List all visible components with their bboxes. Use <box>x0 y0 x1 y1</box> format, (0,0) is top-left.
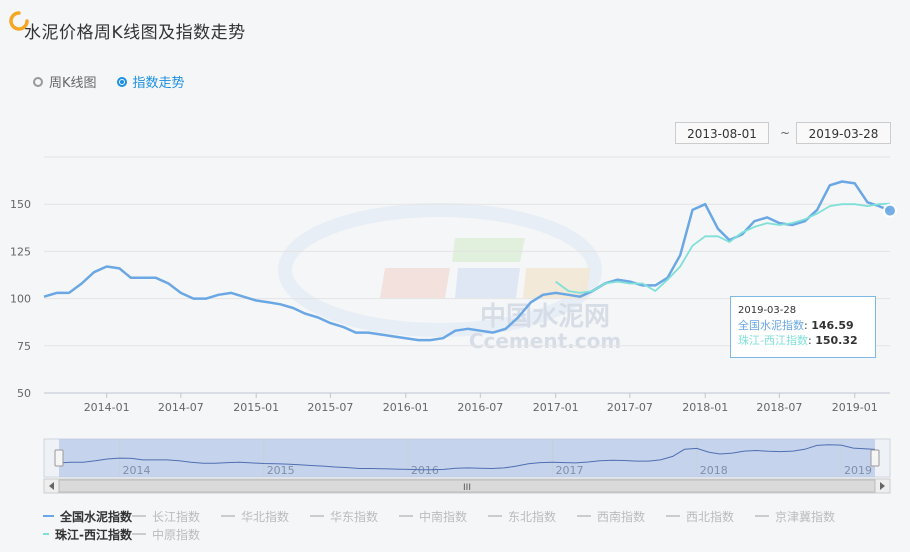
tab-index-trend[interactable]: 指数走势 <box>116 72 185 91</box>
watermark-line1: 中国水泥网 <box>480 302 610 332</box>
scroll-right-arrow-icon[interactable] <box>880 482 885 490</box>
legend-item[interactable]: 京津冀指数 <box>755 508 844 524</box>
navigator[interactable]: 2014 2015 2016 2017 2018 2019 III <box>43 438 891 494</box>
page-title: 水泥价格周K线图及指数走势 <box>24 23 246 43</box>
legend-item[interactable]: 西南指数 <box>577 508 666 524</box>
navigator-year-label: 2015 <box>267 464 295 477</box>
y-tick-label: 75 <box>17 340 31 353</box>
tooltip-series-value: 150.32 <box>815 334 858 347</box>
date-separator: ~ <box>780 126 791 140</box>
tab-label: 周K线图 <box>49 76 97 91</box>
legend-item[interactable]: 华北指数 <box>221 508 310 524</box>
navigator-series-line <box>58 444 876 471</box>
legend-swatch-icon <box>310 515 324 517</box>
scrollbar-grip: III <box>463 483 471 493</box>
legend-label: 珠江-西江指数 <box>55 527 132 542</box>
legend-item[interactable]: 东北指数 <box>488 508 577 524</box>
tab-weekly-kline[interactable]: 周K线图 <box>33 72 97 91</box>
legend-swatch-icon <box>755 515 769 517</box>
x-tick-label: 2016-07 <box>457 401 503 414</box>
legend-swatch-icon <box>132 515 146 517</box>
series-line-national-index <box>43 180 891 342</box>
legend-label: 中南指数 <box>419 509 468 524</box>
x-tick-label: 2014-07 <box>158 401 204 414</box>
y-tick-label: 100 <box>10 293 31 306</box>
x-tick-label: 2015-07 <box>307 401 353 414</box>
x-tick-label: 2016-01 <box>383 401 429 414</box>
legend-swatch-icon <box>43 515 54 517</box>
legend-swatch-icon <box>221 515 235 517</box>
legend-label: 长江指数 <box>152 509 201 524</box>
legend-swatch-icon <box>577 515 591 517</box>
legend-row: 全国水泥指数 长江指数 华北指数 华东指数 中南指数 东北指数 西南指数 西北指数 京津冀指数 <box>43 508 903 524</box>
navigator-selected-range[interactable] <box>59 439 875 477</box>
legend-item[interactable]: 华东指数 <box>310 508 399 524</box>
header: 水泥价格周K线图及指数走势 <box>0 0 910 60</box>
navigator-year-label: 2019 <box>844 464 872 477</box>
legend-label: 华北指数 <box>241 509 290 524</box>
scroll-left-arrow-icon[interactable] <box>49 482 54 490</box>
tab-label: 指数走势 <box>132 76 185 91</box>
chart-mode-tabs: 周K线图 指数走势 <box>33 72 185 91</box>
legend-item[interactable]: 中南指数 <box>399 508 488 524</box>
navigator-left-handle[interactable] <box>54 449 64 467</box>
navigator-right-handle[interactable] <box>870 449 880 467</box>
radio-icon <box>33 76 43 87</box>
legend-label: 西北指数 <box>686 509 735 524</box>
x-tick-label: 2019-01 <box>832 401 878 414</box>
x-tick-label: 2018-01 <box>682 401 728 414</box>
tooltip: 2019-03-28 全国水泥指数: 146.59 珠江-西江指数: 150.3… <box>730 296 876 358</box>
legend-swatch-icon <box>666 515 680 517</box>
hover-marker <box>883 203 897 218</box>
legend-label: 京津冀指数 <box>775 509 836 524</box>
tooltip-row: 珠江-西江指数: 150.32 <box>738 334 858 347</box>
navigator-year-label: 2014 <box>122 464 150 477</box>
legend-swatch-icon <box>399 515 413 517</box>
x-tick-label: 2017-07 <box>607 401 653 414</box>
legend-row: 珠江-西江指数 中原指数 <box>43 526 903 542</box>
end-date-input[interactable]: 2019-03-28 <box>796 122 891 144</box>
legend-swatch-icon <box>132 533 146 535</box>
x-tick-label: 2014-01 <box>84 401 130 414</box>
x-tick-label: 2015-01 <box>233 401 279 414</box>
legend-item[interactable]: 西北指数 <box>666 508 755 524</box>
legend-item[interactable]: 中原指数 <box>132 526 221 542</box>
legend-label: 华东指数 <box>330 509 379 524</box>
navigator-year-label: 2017 <box>556 464 584 477</box>
legend-label: 东北指数 <box>508 509 557 524</box>
legend-label: 全国水泥指数 <box>59 509 132 524</box>
y-tick-label: 50 <box>17 387 31 400</box>
watermark: 中国水泥网 Ccement.com <box>278 203 621 353</box>
legend-item[interactable]: 珠江-西江指数 <box>43 526 132 542</box>
legend-label: 中原指数 <box>152 527 201 542</box>
y-tick-label: 125 <box>10 245 31 258</box>
x-tick-label: 2018-07 <box>756 401 802 414</box>
navigator-year-label: 2016 <box>411 464 439 477</box>
x-axis: 2014-01 2014-07 2015-01 2015-07 2016-01 2016-… <box>44 392 890 414</box>
legend-swatch-icon <box>43 533 50 535</box>
start-date-input[interactable]: 2013-08-01 <box>675 122 769 144</box>
navigator-year-label: 2018 <box>700 464 728 477</box>
navigator-years: 2014 2015 2016 2017 2018 2019 <box>118 439 872 477</box>
legend-swatch-icon <box>488 515 502 517</box>
tooltip-row: 全国水泥指数: 146.59 <box>738 319 854 332</box>
series-group <box>43 180 891 342</box>
legend-label: 西南指数 <box>597 509 646 524</box>
y-tick-label: 150 <box>10 198 31 211</box>
tooltip-date: 2019-03-28 <box>738 305 797 316</box>
y-axis: 50 75 100 125 150 <box>10 198 31 400</box>
x-tick-label: 2017-01 <box>533 401 579 414</box>
tooltip-series-name: 珠江-西江指数 <box>738 334 808 347</box>
legend-item[interactable]: 长江指数 <box>132 508 221 524</box>
radio-selected-icon <box>116 76 127 87</box>
legend-item[interactable]: 全国水泥指数 <box>43 508 132 524</box>
series-line-zhujiang-xijiang-index <box>555 202 891 294</box>
tooltip-series-value: 146.59 <box>811 319 854 332</box>
scrollbar-thumb[interactable] <box>58 479 876 493</box>
legend: 全国水泥指数 长江指数 华北指数 华东指数 中南指数 东北指数 西南指数 西北指数 京津冀指数 … <box>43 508 903 544</box>
logo-icon <box>9 11 29 31</box>
tooltip-series-name: 全国水泥指数 <box>738 319 804 332</box>
